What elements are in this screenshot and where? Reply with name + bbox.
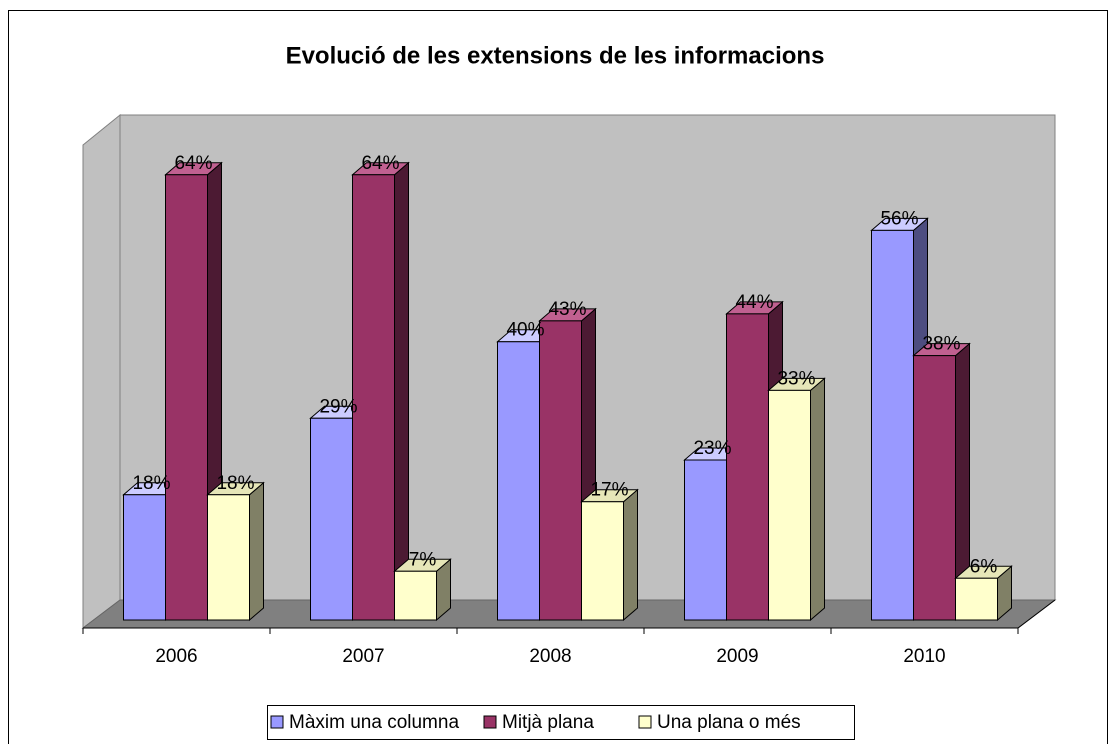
- bar-side: [623, 488, 638, 622]
- bar: [393, 558, 452, 622]
- bar-front: [207, 494, 250, 621]
- data-label: 6%: [970, 556, 998, 577]
- data-label: 64%: [361, 153, 399, 174]
- data-label: 38%: [922, 334, 960, 355]
- data-label: 23%: [693, 438, 731, 459]
- legend: [267, 705, 855, 740]
- data-label: 64%: [174, 153, 212, 174]
- bar-front: [352, 174, 395, 621]
- data-label: 29%: [319, 396, 357, 417]
- bar-front: [913, 355, 956, 621]
- data-label: 40%: [506, 320, 544, 341]
- bar-front: [165, 174, 208, 621]
- bar-front: [394, 570, 437, 621]
- bar-front: [123, 494, 166, 621]
- bar-side: [394, 161, 409, 622]
- bar-front: [539, 320, 582, 621]
- data-label: 7%: [409, 549, 437, 570]
- data-label: 56%: [880, 208, 918, 229]
- bar-front: [955, 577, 998, 621]
- data-label: 44%: [735, 292, 773, 313]
- x-tick-label: 2006: [155, 646, 197, 667]
- side-wall: [82, 113, 121, 630]
- bar: [954, 565, 1013, 622]
- axis-edge: [1017, 599, 1056, 629]
- bar: [206, 481, 265, 622]
- bar-front: [871, 229, 914, 621]
- bar-front: [768, 389, 811, 621]
- bar-front: [581, 501, 624, 621]
- data-label: 43%: [548, 299, 586, 320]
- legend-swatch: [638, 715, 652, 729]
- data-label: 18%: [216, 473, 254, 494]
- legend-label: Màxim una columna: [289, 712, 459, 733]
- bar-front: [310, 417, 353, 621]
- legend-label: Una plana o més: [657, 712, 801, 733]
- bar-side: [810, 377, 825, 622]
- bar-side: [249, 481, 264, 622]
- bar: [912, 342, 971, 622]
- data-label: 33%: [777, 368, 815, 389]
- bar-front: [726, 313, 769, 621]
- x-tick-label: 2010: [903, 646, 945, 667]
- x-tick-label: 2007: [342, 646, 384, 667]
- bar: [767, 377, 826, 622]
- x-tick-label: 2009: [716, 646, 758, 667]
- legend-label: Mitjà plana: [502, 712, 594, 733]
- bar-front: [684, 459, 727, 621]
- x-tick-label: 2008: [529, 646, 571, 667]
- bar: [351, 161, 410, 622]
- bar: [580, 488, 639, 622]
- bar-front: [497, 341, 540, 621]
- data-label: 17%: [590, 480, 628, 501]
- legend-swatch: [270, 715, 284, 729]
- legend-swatch: [483, 715, 497, 729]
- data-label: 18%: [132, 473, 170, 494]
- chart-title: Evolució de les extensions de les inform…: [286, 42, 825, 69]
